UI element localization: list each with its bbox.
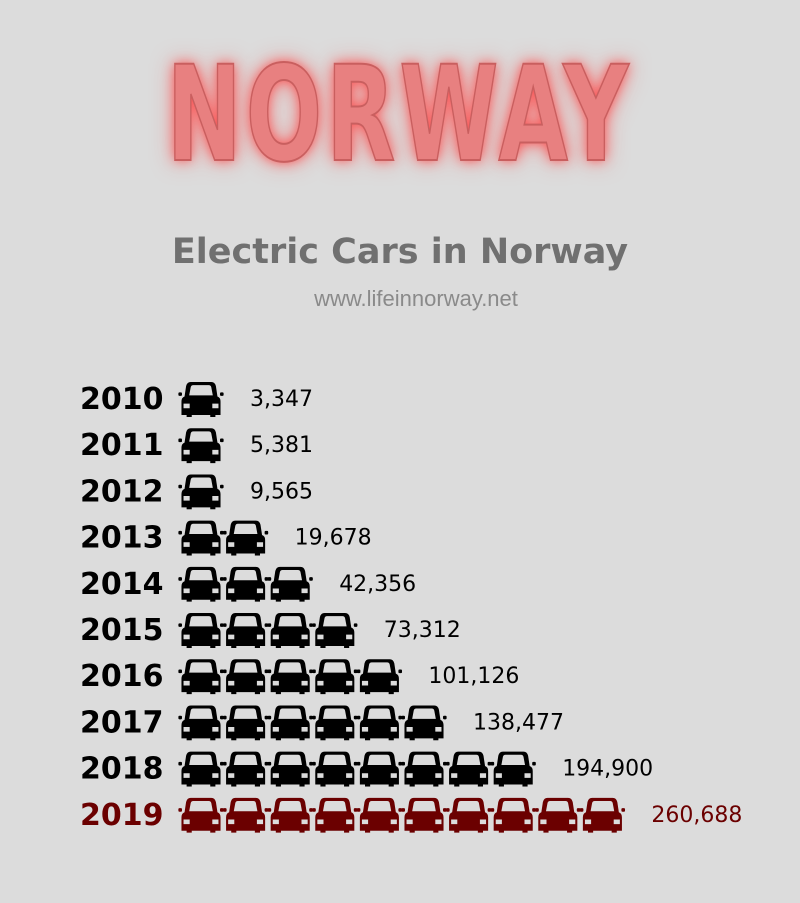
value-label: 42,356 <box>339 572 416 597</box>
brand-heading: NORWAY <box>0 30 800 200</box>
car-icon <box>267 659 313 695</box>
car-icon <box>312 705 358 741</box>
car-icon <box>356 797 403 833</box>
car-icon <box>178 520 224 556</box>
car-icon <box>267 566 313 602</box>
value-label: 138,477 <box>473 710 564 735</box>
year-label: 2018 <box>80 752 164 787</box>
car-icon <box>579 797 626 833</box>
car-icon <box>401 751 447 787</box>
car-icon <box>178 751 224 787</box>
year-label: 2012 <box>80 474 164 509</box>
car-icon <box>178 613 224 648</box>
car-icon <box>178 797 224 833</box>
car-icon <box>178 474 224 510</box>
value-label: 101,126 <box>428 664 519 689</box>
year-label: 2015 <box>80 613 164 648</box>
car-icon <box>445 751 492 787</box>
car-icon <box>178 705 224 741</box>
value-label: 19,678 <box>295 526 372 551</box>
chart-title: Electric Cars in Norway <box>171 232 629 272</box>
car-icon <box>222 659 269 695</box>
year-label: 2016 <box>80 659 164 694</box>
car-icon <box>222 613 269 648</box>
year-label: 2013 <box>80 521 164 556</box>
year-label: 2019 <box>80 798 164 833</box>
value-label: 5,381 <box>250 433 313 458</box>
car-icon <box>312 797 358 833</box>
car-icon <box>445 797 492 833</box>
source-url: www.lifeinnorway.net <box>314 286 518 311</box>
car-icon <box>267 613 313 648</box>
car-icon <box>490 751 536 787</box>
car-icon <box>222 520 269 556</box>
car-icon <box>222 566 269 602</box>
car-icon <box>312 659 358 695</box>
value-label: 3,347 <box>250 387 313 412</box>
car-icon <box>401 705 447 741</box>
car-icon <box>178 566 224 602</box>
value-label: 73,312 <box>384 618 461 643</box>
car-icon <box>222 705 269 741</box>
car-icon <box>356 751 403 787</box>
car-icon <box>401 797 447 833</box>
car-icon <box>178 659 224 695</box>
car-icon <box>490 797 536 833</box>
car-icon <box>356 659 403 695</box>
car-icon <box>267 797 313 833</box>
value-label: 9,565 <box>250 479 313 504</box>
car-icon <box>267 751 313 787</box>
car-icon <box>178 382 224 417</box>
year-label: 2011 <box>80 428 164 463</box>
value-label: 260,688 <box>651 803 742 828</box>
car-icon <box>312 751 358 787</box>
car-icon <box>535 797 581 833</box>
car-icon <box>222 751 269 787</box>
year-label: 2014 <box>80 567 164 602</box>
car-icon <box>267 705 313 741</box>
year-label: 2017 <box>80 705 164 740</box>
car-icon <box>222 797 269 833</box>
car-icon <box>356 705 403 741</box>
year-label: 2010 <box>80 382 164 417</box>
value-label: 194,900 <box>562 757 653 782</box>
car-icon <box>312 613 358 648</box>
brand-text: NORWAY <box>166 37 633 193</box>
car-icon <box>178 428 224 464</box>
